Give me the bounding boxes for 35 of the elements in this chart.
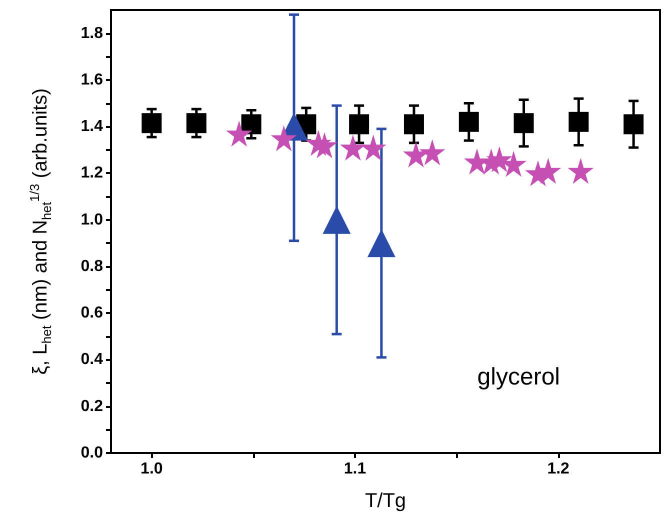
point (340, 134, 366, 161)
x-tick-label: 1.0 (140, 460, 163, 478)
y-tick-label: 1.6 (80, 71, 104, 88)
point (186, 113, 206, 134)
x-tick-label: 1.2 (547, 460, 570, 478)
y-tick-label: 1.4 (80, 118, 104, 136)
y-axis-title: ξ, Lhet (nm) and Nhet1/3 (arb.units) (27, 88, 54, 375)
x-tick-label: 1.1 (344, 460, 366, 478)
y-tick-label: 0.4 (80, 351, 104, 368)
point (458, 112, 479, 132)
y-tick-label: 0.0 (80, 444, 104, 462)
annotation: glycerol (477, 364, 560, 390)
point (142, 113, 162, 134)
point (624, 114, 644, 134)
point (568, 158, 594, 184)
point (568, 112, 589, 132)
point (535, 158, 562, 184)
point (404, 114, 424, 134)
point (514, 113, 534, 134)
point (322, 206, 351, 234)
y-tick-label: 1.8 (80, 24, 104, 42)
point (360, 134, 386, 161)
x-axis-title: T/Tg (364, 490, 406, 512)
point (241, 114, 262, 134)
y-tick-label: 0.6 (80, 304, 104, 322)
y-tick-label: 1.2 (80, 164, 104, 182)
y-tick-label: 0.8 (80, 258, 104, 275)
point (419, 139, 446, 166)
point (226, 120, 252, 147)
point (486, 146, 512, 172)
point (349, 114, 370, 134)
y-tick-label: 0.2 (80, 398, 104, 415)
point (367, 229, 396, 258)
point (270, 125, 297, 152)
y-tick-label: 1.0 (80, 211, 104, 228)
